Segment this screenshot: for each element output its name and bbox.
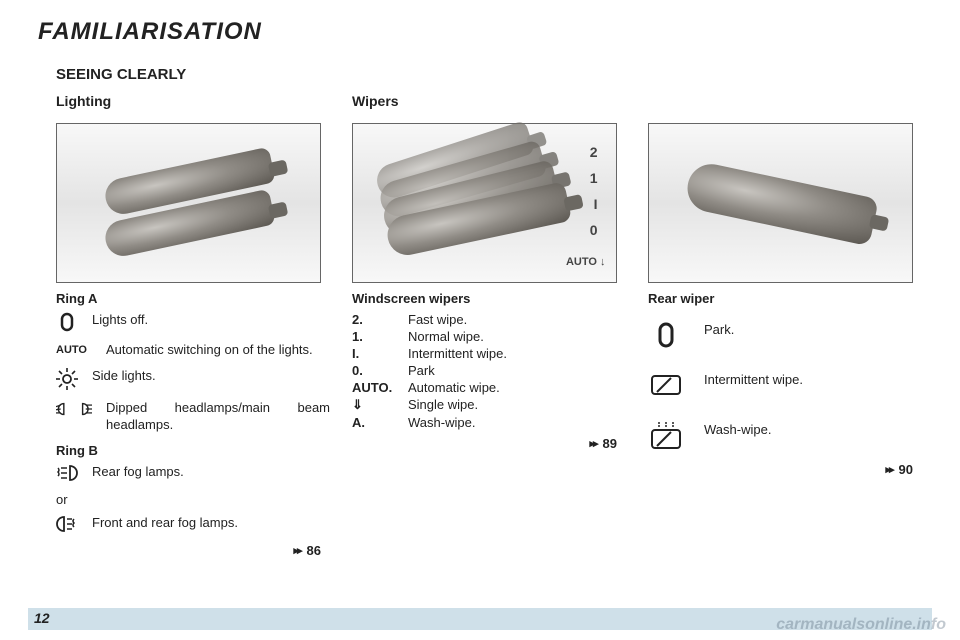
item-text: Park. bbox=[704, 322, 922, 338]
page-ref-lighting: ▸▸ 86 bbox=[56, 543, 321, 558]
front-rear-fog-icon bbox=[56, 515, 78, 533]
rear-wiper-label: Rear wiper bbox=[648, 291, 922, 306]
ref-arrow-icon: ▸▸ bbox=[293, 544, 300, 557]
wash-wipe-icon bbox=[648, 422, 684, 452]
list-item: AUTO. Automatic wipe. bbox=[352, 380, 626, 395]
rear-fog-icon bbox=[56, 464, 78, 482]
windscreen-rows: 2. Fast wipe. 1. Normal wipe. I. Intermitte… bbox=[352, 312, 626, 430]
row-key: 1. bbox=[352, 329, 398, 344]
ref-arrow-icon: ▸▸ bbox=[589, 437, 596, 450]
row-val: Intermittent wipe. bbox=[408, 346, 626, 361]
rear-items: Park. Intermittent wipe. bbox=[648, 322, 922, 452]
item-text: Wash-wipe. bbox=[704, 422, 922, 438]
ring-b-label: Ring B bbox=[56, 443, 330, 458]
row-val: Automatic wipe. bbox=[408, 380, 626, 395]
col-rear-wiper: Rear wiper Park. Intermittent wi bbox=[648, 93, 922, 558]
row-key: I. bbox=[352, 346, 398, 361]
row-key: 2. bbox=[352, 312, 398, 327]
item-text: Intermittent wipe. bbox=[704, 372, 922, 388]
dipped-headlamps-icon bbox=[56, 400, 92, 418]
list-item: Intermittent wipe. bbox=[648, 372, 922, 398]
side-lights-icon bbox=[56, 368, 78, 390]
page-number: 12 bbox=[34, 610, 50, 626]
page-ref-number: 89 bbox=[603, 436, 617, 451]
row-key: 0. bbox=[352, 363, 398, 378]
row-key: AUTO. bbox=[352, 380, 398, 395]
col-lighting: Lighting Ring A Lights off. AUTO Auto bbox=[56, 93, 330, 558]
figure-wiper-stalk: 2 1 I 0 AUTO ↓ bbox=[352, 123, 617, 283]
item-text: Lights off. bbox=[92, 312, 330, 328]
page-ref-rear: ▸▸ 90 bbox=[648, 462, 913, 477]
col-wipers: Wipers 2 1 I 0 AUTO ↓ Windscreen wipers … bbox=[352, 93, 626, 558]
list-item: 1. Normal wipe. bbox=[352, 329, 626, 344]
item-text: Automatic switching on of the lights. bbox=[106, 342, 330, 358]
list-item: ⇓ Single wipe. bbox=[352, 397, 626, 413]
list-item: AUTO Automatic switching on of the light… bbox=[56, 342, 330, 358]
item-text: Dipped headlamps/main beam headlamps. bbox=[106, 400, 330, 433]
list-item: 2. Fast wipe. bbox=[352, 312, 626, 327]
col-heading-wipers: Wipers bbox=[352, 93, 626, 109]
item-text: Side lights. bbox=[92, 368, 330, 384]
ring-a-items: Lights off. AUTO Automatic switching on … bbox=[56, 312, 330, 433]
ring-a-label: Ring A bbox=[56, 291, 330, 306]
item-text: Front and rear fog lamps. bbox=[92, 515, 330, 531]
watermark: carmanualsonline.info bbox=[776, 616, 946, 634]
auto-icon: AUTO bbox=[56, 342, 92, 356]
list-item: Lights off. bbox=[56, 312, 330, 332]
list-item: Dipped headlamps/main beam headlamps. bbox=[56, 400, 330, 433]
row-val: Fast wipe. bbox=[408, 312, 626, 327]
list-item: Wash-wipe. bbox=[648, 422, 922, 452]
ring-b-items: Rear fog lamps. or Front and rear fog la… bbox=[56, 464, 330, 533]
lights-off-icon bbox=[56, 312, 78, 332]
park-icon bbox=[648, 322, 684, 348]
or-text: or bbox=[56, 492, 330, 507]
content-columns: Lighting Ring A Lights off. AUTO Auto bbox=[56, 93, 922, 558]
ref-arrow-icon: ▸▸ bbox=[885, 463, 892, 476]
list-item: I. Intermittent wipe. bbox=[352, 346, 626, 361]
list-item: Front and rear fog lamps. bbox=[56, 515, 330, 533]
row-val: Normal wipe. bbox=[408, 329, 626, 344]
row-key: ⇓ bbox=[352, 397, 398, 413]
page-ref-wipers: ▸▸ 89 bbox=[352, 436, 617, 451]
svg-text:AUTO: AUTO bbox=[56, 344, 87, 356]
item-text: Rear fog lamps. bbox=[92, 464, 330, 480]
figure-rear-stalk bbox=[648, 123, 913, 283]
manual-page: FAMILIARISATION SEEING CLEARLY Lighting … bbox=[0, 0, 960, 640]
figure-lighting-stalk bbox=[56, 123, 321, 283]
list-item: A. Wash-wipe. bbox=[352, 415, 626, 430]
col-heading-empty bbox=[648, 93, 922, 109]
page-title: FAMILIARISATION bbox=[38, 18, 922, 46]
list-item: Side lights. bbox=[56, 368, 330, 390]
windscreen-label: Windscreen wipers bbox=[352, 291, 626, 306]
intermittent-wipe-icon bbox=[648, 372, 684, 398]
row-key: A. bbox=[352, 415, 398, 430]
page-ref-number: 86 bbox=[307, 543, 321, 558]
list-item: Park. bbox=[648, 322, 922, 348]
row-val: Single wipe. bbox=[408, 397, 626, 413]
page-ref-number: 90 bbox=[899, 462, 913, 477]
stalk-illustration bbox=[683, 160, 879, 246]
list-item: 0. Park bbox=[352, 363, 626, 378]
section-title: SEEING CLEARLY bbox=[56, 66, 922, 83]
list-item: Rear fog lamps. bbox=[56, 464, 330, 482]
row-val: Wash-wipe. bbox=[408, 415, 626, 430]
col-heading-lighting: Lighting bbox=[56, 93, 330, 109]
row-val: Park bbox=[408, 363, 626, 378]
